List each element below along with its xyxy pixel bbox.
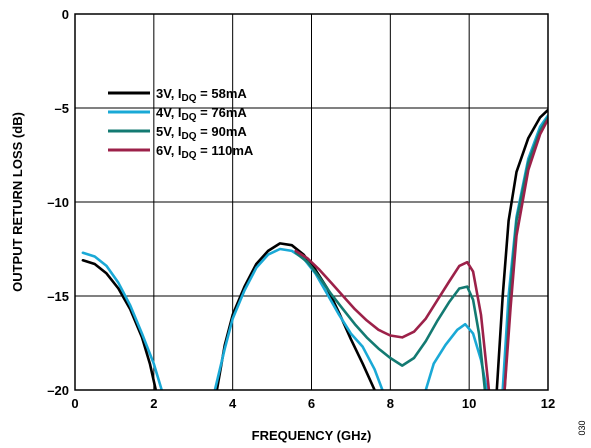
series-line bbox=[294, 251, 487, 390]
series-line bbox=[294, 249, 491, 390]
series-line bbox=[81, 251, 163, 390]
legend-item: 6V, IDQ = 110mA bbox=[108, 143, 254, 161]
x-tick-label: 10 bbox=[462, 396, 476, 411]
series-line bbox=[81, 258, 158, 390]
series-layer bbox=[81, 108, 548, 390]
y-tick-label: –15 bbox=[47, 289, 69, 304]
series-line bbox=[424, 322, 489, 390]
series-line bbox=[495, 108, 548, 390]
x-axis-title: FREQUENCY (GHz) bbox=[252, 428, 372, 443]
x-tick-label: 12 bbox=[541, 396, 555, 411]
x-tick-label: 2 bbox=[150, 396, 157, 411]
series-4 bbox=[294, 118, 548, 390]
x-tick-label: 4 bbox=[229, 396, 237, 411]
series-2 bbox=[81, 114, 548, 390]
series-line bbox=[503, 116, 548, 390]
series-3 bbox=[294, 116, 548, 390]
y-tick-label: –5 bbox=[55, 101, 69, 116]
y-axis-title: OUTPUT RETURN LOSS (dB) bbox=[10, 112, 25, 292]
series-line bbox=[213, 247, 384, 390]
y-tick-label: –20 bbox=[47, 383, 69, 398]
series-line bbox=[215, 242, 376, 390]
x-tick-label: 0 bbox=[71, 396, 78, 411]
figure-number: 030 bbox=[577, 420, 587, 435]
y-tick-label: –10 bbox=[47, 195, 69, 210]
x-tick-label: 6 bbox=[308, 396, 315, 411]
legend-label: 4V, IDQ = 76mA bbox=[156, 105, 247, 123]
plot-frame bbox=[74, 13, 549, 391]
tick-labels: 0 2 4 6 8 10 12 0 –5 –10 –15 –20 bbox=[47, 7, 555, 411]
series-line bbox=[503, 118, 548, 390]
legend-label: 5V, IDQ = 90mA bbox=[156, 124, 247, 142]
legend-item: 3V, IDQ = 58mA bbox=[108, 86, 247, 104]
grid bbox=[74, 13, 549, 391]
x-tick-label: 8 bbox=[387, 396, 394, 411]
series-1 bbox=[81, 108, 548, 390]
legend-label: 3V, IDQ = 58mA bbox=[156, 86, 247, 104]
legend-label: 6V, IDQ = 110mA bbox=[156, 143, 254, 161]
y-tick-label: 0 bbox=[62, 7, 69, 22]
series-line bbox=[501, 114, 548, 390]
legend-item: 4V, IDQ = 76mA bbox=[108, 105, 247, 123]
legend-item: 5V, IDQ = 90mA bbox=[108, 124, 247, 142]
